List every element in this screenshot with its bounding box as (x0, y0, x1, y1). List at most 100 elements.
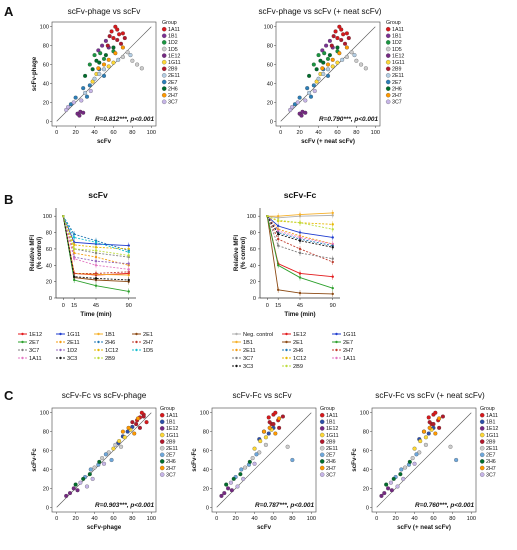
line-legend-scfv-fc: Neg. control 1E12 1G11 1B1 2E1 2E7 2E11 2H6 2H7 3… (232, 332, 356, 370)
series-point (266, 214, 269, 218)
x-axis-label: scFv-phage (87, 524, 122, 531)
chart-title: scFv-Fc vs scFv (+ neat scFv) (375, 391, 485, 400)
legend-label: 1B1 (168, 34, 177, 40)
line-legend-marker (59, 332, 62, 336)
data-point (130, 420, 135, 425)
chart-title: scFv-phage vs scFv (+ neat scFv) (258, 7, 381, 16)
data-point (363, 66, 368, 71)
series-line (267, 214, 333, 219)
legend-swatch (159, 426, 165, 431)
correlation-annotation: R=0.760***, p<0.001 (415, 502, 474, 509)
data-point (280, 414, 285, 419)
data-point (431, 422, 436, 427)
correlation-annotation: R=0.812***, p<0.001 (95, 116, 154, 123)
data-point (307, 90, 312, 95)
data-point (111, 60, 116, 65)
x-tick-label: 40 (411, 516, 417, 522)
legend-label: 1D2 (392, 40, 402, 46)
data-point (117, 439, 122, 444)
legend-swatch (479, 412, 485, 418)
data-point (325, 67, 331, 72)
data-point (64, 107, 69, 112)
identity-line (56, 412, 152, 508)
x-tick-label: 0 (215, 516, 218, 522)
x-tick-label: 15 (275, 303, 281, 309)
y-tick-label: 40 (267, 81, 273, 87)
correlation-annotation: R=0.903***, p<0.001 (95, 502, 154, 509)
legend-swatch (479, 472, 485, 477)
data-point (103, 53, 108, 58)
y-tick-label: 60 (43, 449, 49, 455)
legend-swatch (161, 92, 167, 98)
legend-swatch (161, 66, 167, 72)
legend-label: 1E12 (326, 426, 338, 432)
y-tick-label: 100 (264, 25, 273, 31)
data-point (77, 113, 82, 118)
data-point (440, 414, 445, 419)
legend-label: 1D5 (392, 47, 402, 53)
line-legend-marker (21, 332, 24, 336)
data-point (312, 88, 317, 94)
data-point (101, 62, 107, 67)
data-point (258, 439, 263, 444)
data-point (103, 452, 108, 457)
x-tick-label: 80 (289, 516, 295, 522)
x-tick-label: 0 (266, 303, 269, 309)
data-point (290, 457, 295, 463)
x-tick-label: 40 (315, 130, 321, 136)
legend-swatch (161, 53, 167, 58)
legend-swatch (159, 419, 165, 425)
data-point (346, 36, 351, 41)
series-line (266, 215, 333, 245)
x-tick-label: 60 (270, 516, 276, 522)
data-point (316, 53, 321, 58)
data-point (224, 482, 229, 487)
data-point (303, 110, 308, 115)
data-point (109, 457, 114, 463)
legend-label: 1B1 (486, 420, 495, 426)
line-legend-marker (335, 340, 338, 344)
y-tick-label: 100 (200, 411, 209, 417)
legend-heading: Group (160, 406, 175, 412)
data-point (344, 54, 349, 60)
data-point (73, 95, 78, 100)
legend-swatch (161, 33, 167, 39)
y-tick-label: 20 (43, 100, 49, 106)
legend-swatch (479, 419, 485, 425)
series-line (62, 216, 129, 281)
line-legend-marker (285, 340, 288, 344)
data-point (341, 32, 346, 37)
legend-label: 2B9 (166, 439, 175, 445)
line-legend-marker (235, 340, 238, 344)
data-point (130, 58, 135, 63)
x-tick-label: 40 (91, 130, 97, 136)
data-point (75, 488, 80, 493)
y-tick-label: 0 (206, 505, 209, 511)
legend-swatch (319, 459, 325, 464)
series-line (62, 215, 129, 251)
line-legend-label: 2E7 (29, 340, 39, 346)
data-point (410, 456, 415, 461)
data-point (340, 57, 345, 62)
data-point (322, 51, 327, 56)
y-axis-label: scFv-Fc (31, 448, 38, 472)
legend-swatch (479, 459, 485, 464)
x-tick-label: 20 (233, 516, 239, 522)
line-legend-marker (335, 332, 338, 336)
data-point (384, 482, 389, 487)
data-point (254, 452, 259, 457)
scatter-C1: scFv-Fc vs scFv-phage 0 20 40 60 80 100 0 20 40 60… (31, 391, 179, 531)
data-point (81, 476, 86, 481)
data-point (423, 442, 428, 447)
legend-swatch (159, 472, 165, 477)
data-point (125, 429, 130, 434)
line-legend-label: 1C12 (105, 348, 118, 354)
data-point (98, 51, 103, 56)
line-legend-label: 1A11 (343, 356, 356, 362)
legend-swatch (159, 439, 165, 444)
y-tick-label: 0 (270, 119, 273, 125)
data-point (448, 444, 453, 449)
y-tick-label: 80 (250, 231, 256, 237)
legend-label: 2B9 (326, 439, 335, 445)
